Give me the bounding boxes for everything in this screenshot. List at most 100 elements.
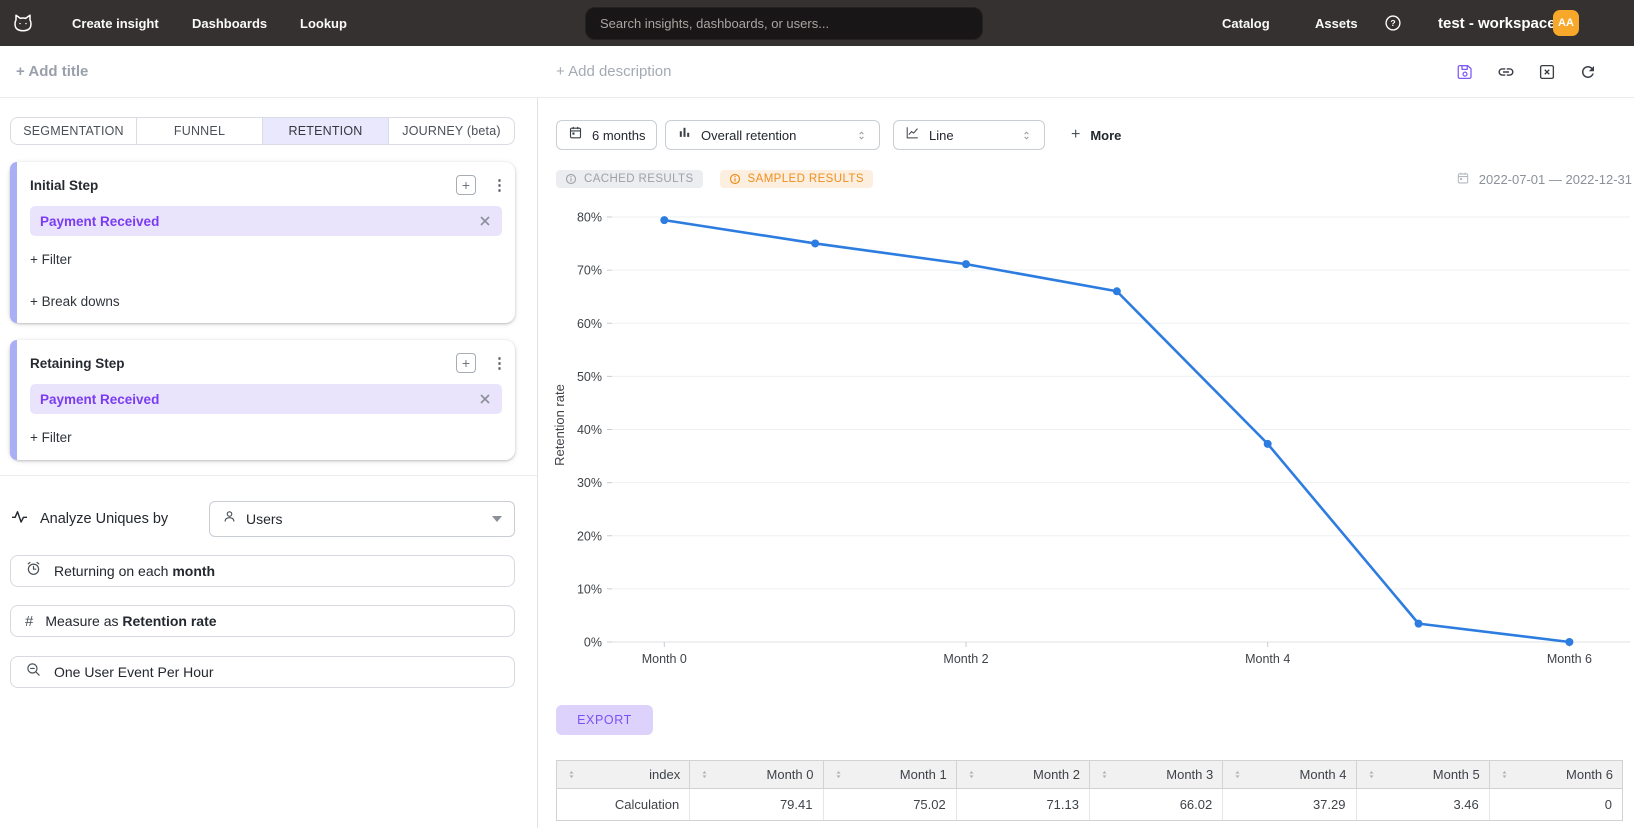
top-navbar: Create insight Dashboards Lookup Catalog… xyxy=(0,0,1634,46)
zoom-out-icon xyxy=(25,661,42,683)
user-icon xyxy=(222,509,237,529)
bar-chart-icon xyxy=(677,125,692,145)
nav-create-insight[interactable]: Create insight xyxy=(72,15,159,31)
table-row: Calculation 79.41 75.02 71.13 66.02 37.29 3.46… xyxy=(556,789,1623,821)
tab-segmentation[interactable]: SEGMENTATION xyxy=(23,124,124,138)
nav-dashboards[interactable]: Dashboards xyxy=(192,15,268,31)
date-range-value: 2022-07-01 — 2022-12-31 xyxy=(1478,172,1632,187)
sort-icon xyxy=(969,770,974,779)
svg-text:0%: 0% xyxy=(584,636,602,650)
table-column-header[interactable]: Month 1 xyxy=(822,761,956,788)
activity-icon xyxy=(10,507,29,531)
add-filter-link[interactable]: + Filter xyxy=(30,430,72,445)
insight-type-tabs: SEGMENTATION FUNNEL RETENTION JOURNEY (b… xyxy=(10,117,515,145)
tab-funnel[interactable]: FUNNEL xyxy=(136,118,262,144)
event-pill[interactable]: Payment Received xyxy=(30,384,502,414)
line-chart-icon xyxy=(905,125,920,145)
user-avatar[interactable]: AA xyxy=(1553,10,1579,36)
more-button[interactable]: + More xyxy=(1071,126,1122,143)
table-column-header[interactable]: Month 4 xyxy=(1222,761,1355,788)
help-icon[interactable]: ? xyxy=(1384,14,1402,32)
add-description-field[interactable]: + Add description xyxy=(556,63,672,80)
retaining-step-title: Retaining Step xyxy=(30,355,125,371)
table-column-header[interactable]: index xyxy=(557,761,689,788)
table-cell: 79.41 xyxy=(689,789,822,820)
sort-icon xyxy=(1502,770,1507,779)
nav-catalog[interactable]: Catalog xyxy=(1222,15,1270,31)
svg-text:Retention rate: Retention rate xyxy=(552,384,567,466)
measure-option[interactable]: # Measure as Retention rate xyxy=(10,605,515,637)
svg-text:Month 4: Month 4 xyxy=(1245,652,1290,666)
svg-text:Month 6: Month 6 xyxy=(1547,652,1592,666)
svg-text:70%: 70% xyxy=(577,264,602,278)
time-range-value: 6 months xyxy=(592,127,646,143)
date-range-display[interactable]: 2022-07-01 — 2022-12-31 xyxy=(1456,171,1632,188)
event-pill[interactable]: Payment Received xyxy=(30,206,502,236)
measure-label: Measure as Retention rate xyxy=(45,613,217,629)
query-sidebar: SEGMENTATION FUNNEL RETENTION JOURNEY (b… xyxy=(0,98,538,828)
sort-icon xyxy=(835,770,841,779)
retention-chart: 0% 10% 20% 30% 40% 50% 60% 70% 80% Month 0 Month 2… xyxy=(545,185,1634,675)
time-range-button[interactable]: 6 months xyxy=(556,120,658,150)
nav-lookup[interactable]: Lookup xyxy=(300,15,347,31)
tab-journey[interactable]: JOURNEY (beta) xyxy=(388,118,514,144)
add-title-field[interactable]: + Add title xyxy=(16,63,89,80)
svg-text:30%: 30% xyxy=(577,476,602,490)
kebab-menu-icon[interactable]: ⋮ xyxy=(492,355,507,372)
status-badges: CACHED RESULTS SAMPLED RESULTS xyxy=(556,170,873,188)
results-table: index Month 0 Month 1 Month 2 Month 3 Month 4… xyxy=(556,760,1623,821)
table-column-header[interactable]: Month 6 xyxy=(1488,761,1622,788)
close-icon[interactable] xyxy=(478,214,492,228)
table-column-header[interactable]: Month 0 xyxy=(689,761,822,788)
sort-icon xyxy=(702,770,707,779)
initial-step-title: Initial Step xyxy=(30,177,99,193)
returning-period-option[interactable]: Returning on each month xyxy=(10,555,515,587)
svg-text:20%: 20% xyxy=(577,529,602,543)
svg-text:60%: 60% xyxy=(577,317,602,331)
cached-results-badge: CACHED RESULTS xyxy=(556,170,703,188)
svg-text:?: ? xyxy=(1390,18,1395,28)
refresh-icon[interactable] xyxy=(1579,63,1597,81)
save-icon[interactable] xyxy=(1456,63,1474,81)
chart-type-select[interactable]: Line xyxy=(893,120,1045,150)
add-breakdowns-link[interactable]: + Break downs xyxy=(30,294,120,309)
table-cell: Calculation xyxy=(614,797,680,812)
add-event-icon[interactable]: + xyxy=(456,353,476,373)
chart-type-value: Line xyxy=(929,127,954,143)
sort-icon xyxy=(1235,770,1240,779)
info-icon xyxy=(565,173,577,185)
add-event-icon[interactable]: + xyxy=(456,175,476,195)
table-cell: 71.13 xyxy=(955,789,1089,820)
returning-period-label: Returning on each month xyxy=(54,563,216,579)
kebab-menu-icon[interactable]: ⋮ xyxy=(492,177,507,194)
table-cell: 3.46 xyxy=(1355,789,1489,820)
table-column-header[interactable]: Month 2 xyxy=(955,761,1089,788)
event-dedup-option[interactable]: One User Event Per Hour xyxy=(10,656,515,688)
clear-icon[interactable] xyxy=(1538,63,1556,81)
workspace-menu[interactable]: test - workspace xyxy=(1438,14,1556,32)
add-filter-link[interactable]: + Filter xyxy=(30,252,72,267)
table-body: Calculation 79.41 75.02 71.13 66.02 37.29 3.46… xyxy=(556,789,1623,821)
export-button[interactable]: EXPORT xyxy=(556,705,653,735)
close-icon[interactable] xyxy=(478,392,492,406)
calendar-icon xyxy=(1456,171,1470,188)
initial-step-card: Initial Step + ⋮ Payment Received + Filt… xyxy=(10,162,515,323)
table-column-header[interactable]: Month 5 xyxy=(1355,761,1489,788)
sort-icon xyxy=(569,770,574,779)
calendar-icon xyxy=(568,125,583,145)
copy-link-icon[interactable] xyxy=(1497,63,1515,81)
unfold-icon xyxy=(1020,129,1033,142)
search-input[interactable] xyxy=(585,7,983,40)
nav-assets[interactable]: Assets xyxy=(1315,15,1358,31)
divider xyxy=(0,475,537,476)
svg-text:10%: 10% xyxy=(577,582,602,596)
cat-logo-icon[interactable] xyxy=(11,11,35,35)
table-header-row: index Month 0 Month 1 Month 2 Month 3 Month 4… xyxy=(556,760,1623,789)
tab-retention[interactable]: RETENTION xyxy=(262,118,388,144)
table-column-header[interactable]: Month 3 xyxy=(1089,761,1222,788)
info-icon xyxy=(729,173,740,185)
analyze-select[interactable]: Users xyxy=(209,501,515,537)
metric-select[interactable]: Overall retention xyxy=(665,120,880,150)
svg-text:Month 0: Month 0 xyxy=(642,652,687,666)
